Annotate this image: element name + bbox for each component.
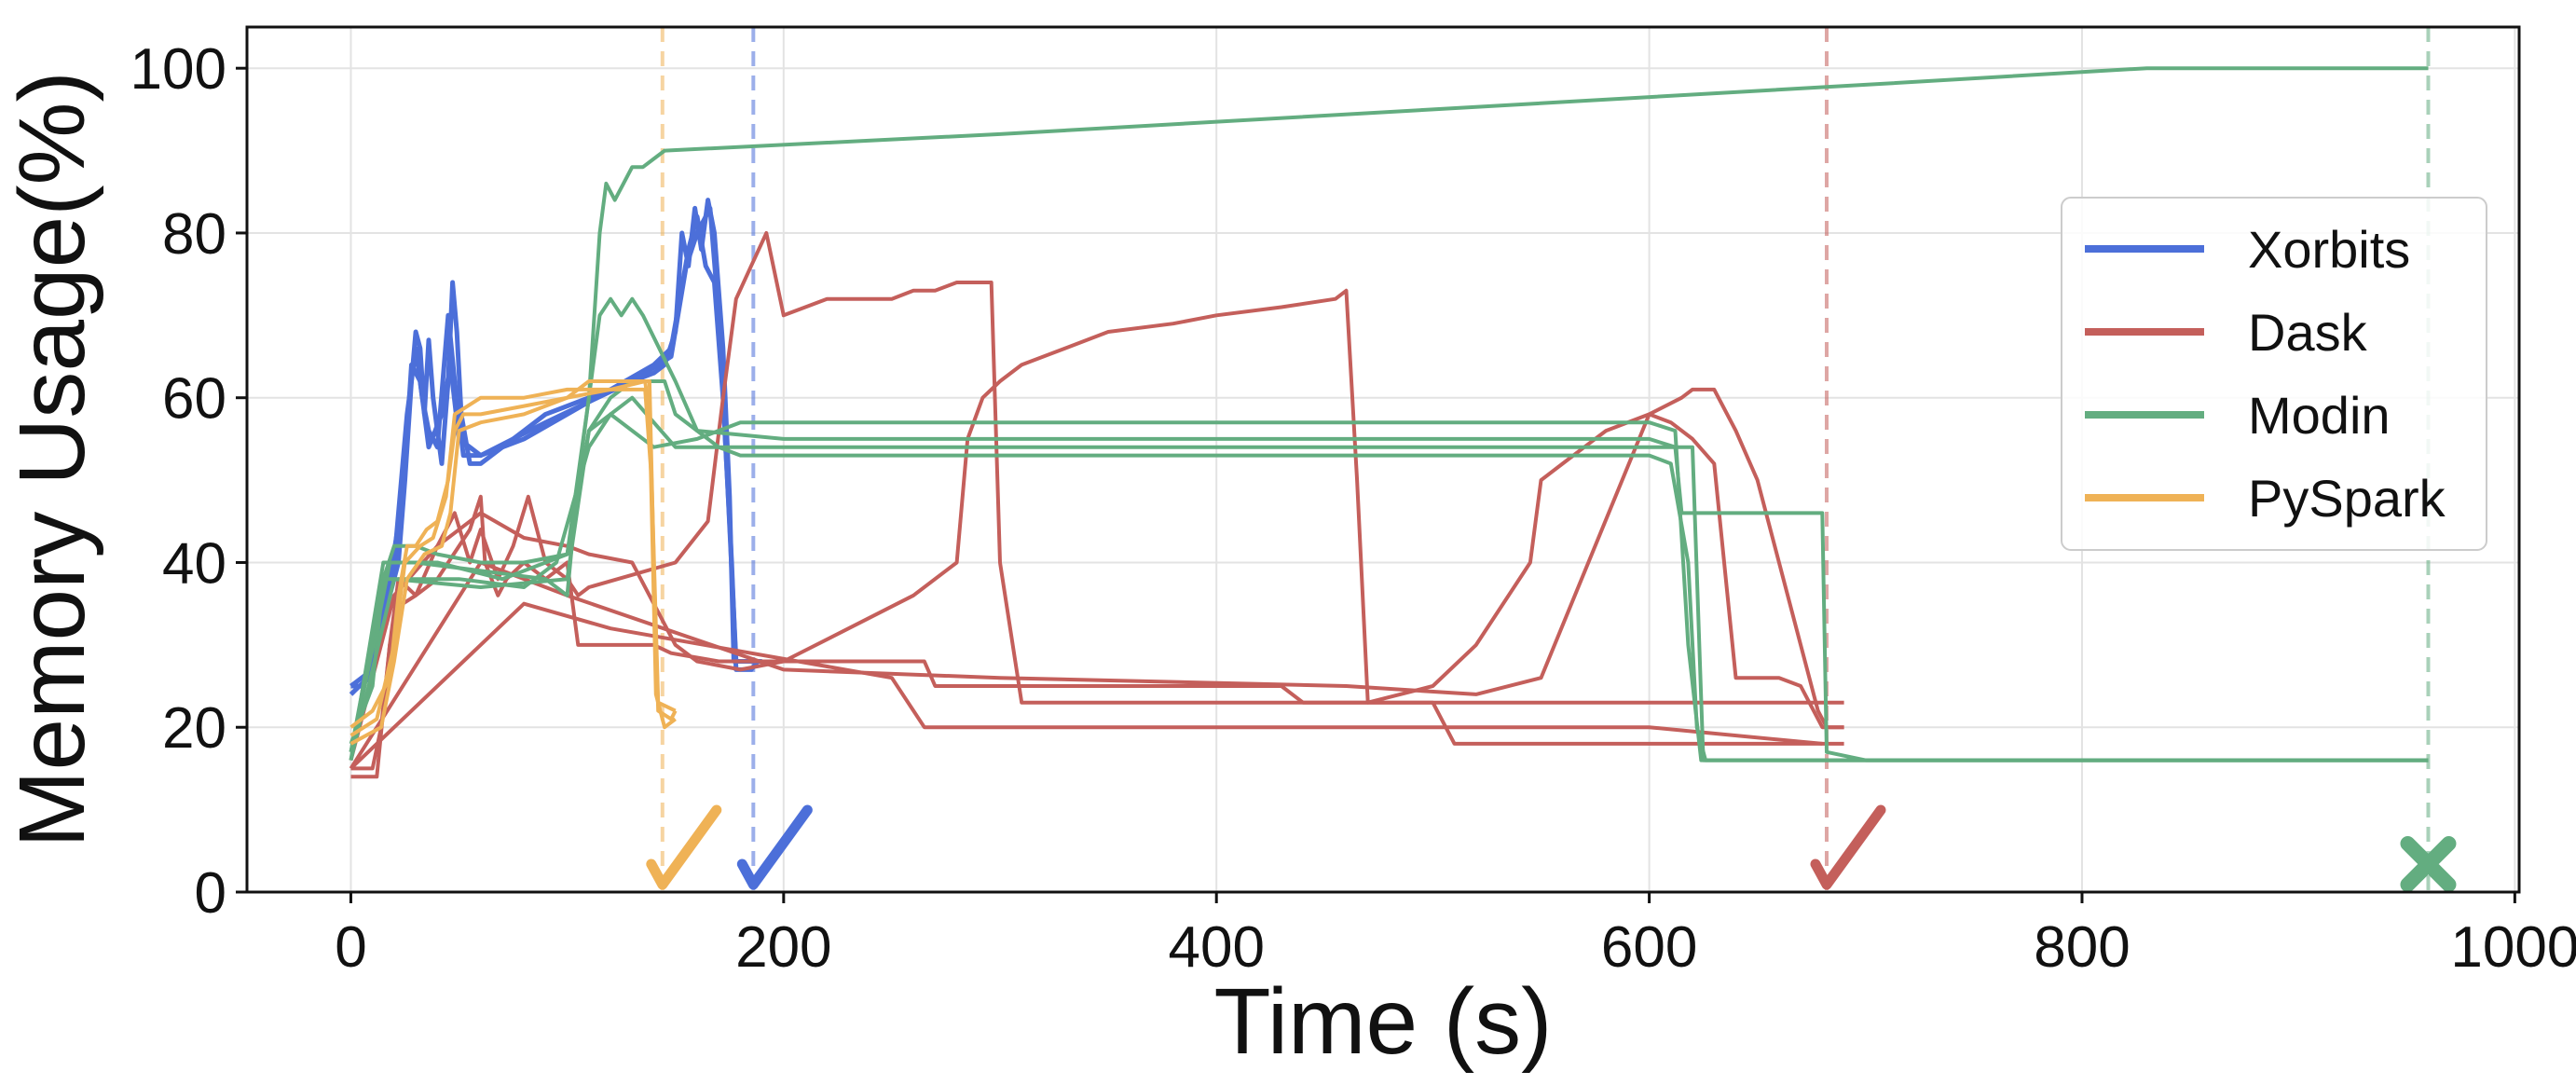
- check-icon: [1810, 804, 1886, 890]
- y-axis-title: Memory Usage(%): [0, 71, 104, 848]
- check-icon: [736, 804, 813, 890]
- axis-ticks: 0 200 400 600 800 1000 0 20 40 60 80 100: [130, 37, 2576, 980]
- plot-frame: [245, 25, 2521, 894]
- line-modin-run-5: [349, 395, 2429, 762]
- line-pyspark-run-3: [349, 379, 677, 746]
- legend-label-xorbits: Xorbits: [2248, 220, 2410, 279]
- x-tick-label: 1000: [2450, 915, 2576, 980]
- y-tick-label: 80: [162, 202, 226, 267]
- y-tick-label: 100: [130, 37, 226, 102]
- end-markers: [646, 804, 2457, 892]
- line-dask-run-5: [349, 601, 1823, 770]
- legend: Xorbits Dask Modin PySpark: [2061, 197, 2487, 551]
- legend-label-pyspark: PySpark: [2248, 469, 2446, 528]
- line-dask-run-4: [349, 387, 1844, 770]
- x-tick-label: 400: [1168, 915, 1264, 980]
- line-dask-run-1: [350, 494, 1844, 771]
- line-modin-run-1: [349, 66, 2429, 745]
- line-xorbits-run-2: [349, 213, 760, 696]
- legend-box: [2061, 197, 2487, 551]
- x-axis-title: Time (s): [1214, 969, 1553, 1074]
- check-icon: [646, 804, 722, 890]
- legend-label-modin: Modin: [2248, 386, 2391, 445]
- line-dask-run-2: [350, 231, 1844, 779]
- line-modin-run-4: [349, 412, 2429, 762]
- series-lines: [349, 66, 2429, 779]
- y-tick-label: 0: [195, 861, 226, 926]
- line-modin-run-3: [349, 379, 2429, 762]
- x-tick-label: 800: [2034, 915, 2130, 980]
- y-tick-label: 40: [162, 531, 226, 596]
- cross-icon: [2400, 836, 2457, 892]
- line-dask-run-3: [349, 288, 1844, 762]
- x-tick-label: 0: [335, 915, 366, 980]
- y-tick-label: 20: [162, 696, 226, 761]
- x-tick-label: 600: [1601, 915, 1697, 980]
- x-tick-label: 200: [735, 915, 831, 980]
- y-tick-label: 60: [162, 367, 226, 432]
- line-xorbits-run-3: [349, 205, 762, 688]
- legend-label-dask: Dask: [2248, 303, 2368, 362]
